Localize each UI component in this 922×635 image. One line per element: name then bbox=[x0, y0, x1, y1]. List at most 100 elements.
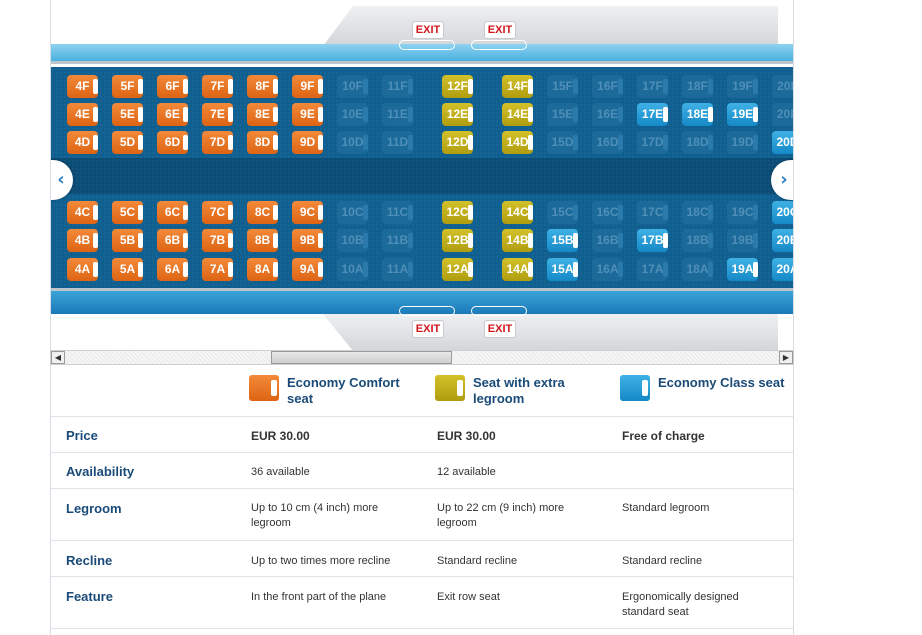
seat-15d: 15D bbox=[547, 131, 578, 154]
legend-economy-class: Economy Class seat bbox=[658, 375, 785, 390]
seat-6f[interactable]: 6F bbox=[157, 75, 188, 98]
seat-6a[interactable]: 6A bbox=[157, 258, 188, 281]
seat-9f[interactable]: 9F bbox=[292, 75, 323, 98]
seat-20f: 20F bbox=[772, 75, 793, 98]
seat-14c[interactable]: 14C bbox=[502, 201, 533, 224]
seat-15a[interactable]: 15A bbox=[547, 258, 578, 281]
seat-10d: 10D bbox=[337, 131, 368, 154]
seat-4e[interactable]: 4E bbox=[67, 103, 98, 126]
scroll-right-button[interactable]: ▶ bbox=[779, 351, 793, 364]
wing-top bbox=[323, 6, 778, 46]
seat-16c: 16C bbox=[592, 201, 623, 224]
seat-4b[interactable]: 4B bbox=[67, 229, 98, 252]
seat-19c: 19C bbox=[727, 201, 758, 224]
seat-12b[interactable]: 12B bbox=[442, 229, 473, 252]
row-label-availability: Availability bbox=[66, 464, 135, 479]
seat-10a: 10A bbox=[337, 258, 368, 281]
seat-6c[interactable]: 6C bbox=[157, 201, 188, 224]
seat-17e[interactable]: 17E bbox=[637, 103, 668, 126]
seat-8a[interactable]: 8A bbox=[247, 258, 278, 281]
seat-17c: 17C bbox=[637, 201, 668, 224]
seat-11f: 11F bbox=[382, 75, 413, 98]
seat-7b[interactable]: 7B bbox=[202, 229, 233, 252]
seat-20b[interactable]: 20B bbox=[772, 229, 793, 252]
seat-5e[interactable]: 5E bbox=[112, 103, 143, 126]
seat-17f: 17F bbox=[637, 75, 668, 98]
seat-5d[interactable]: 5D bbox=[112, 131, 143, 154]
seat-6e[interactable]: 6E bbox=[157, 103, 188, 126]
seat-11b: 11B bbox=[382, 229, 413, 252]
table-row-recline: Recline Up to two times more recline Sta… bbox=[51, 541, 793, 577]
seat-7e[interactable]: 7E bbox=[202, 103, 233, 126]
seat-4f[interactable]: 4F bbox=[67, 75, 98, 98]
seat-12f[interactable]: 12F bbox=[442, 75, 473, 98]
availability-extra-legroom: 12 available bbox=[437, 466, 496, 478]
exit-door-marker bbox=[471, 306, 527, 316]
horizontal-scrollbar[interactable]: ◀ ▶ bbox=[50, 350, 794, 365]
seat-9e[interactable]: 9E bbox=[292, 103, 323, 126]
seat-15f: 15F bbox=[547, 75, 578, 98]
seat-20d[interactable]: 20D bbox=[772, 131, 793, 154]
seat-6d[interactable]: 6D bbox=[157, 131, 188, 154]
seat-5b[interactable]: 5B bbox=[112, 229, 143, 252]
seat-7f[interactable]: 7F bbox=[202, 75, 233, 98]
seat-8c[interactable]: 8C bbox=[247, 201, 278, 224]
seat-11c: 11C bbox=[382, 201, 413, 224]
scroll-left-button[interactable]: ◀ bbox=[51, 351, 65, 364]
seat-20c[interactable]: 20C bbox=[772, 201, 793, 224]
seat-14f[interactable]: 14F bbox=[502, 75, 533, 98]
seat-9d[interactable]: 9D bbox=[292, 131, 323, 154]
seat-4d[interactable]: 4D bbox=[67, 131, 98, 154]
seat-19b: 19B bbox=[727, 229, 758, 252]
seat-7d[interactable]: 7D bbox=[202, 131, 233, 154]
seat-9a[interactable]: 9A bbox=[292, 258, 323, 281]
seat-18f: 18F bbox=[682, 75, 713, 98]
seat-7c[interactable]: 7C bbox=[202, 201, 233, 224]
exit-door-marker bbox=[399, 306, 455, 316]
economy-comfort-seat-icon bbox=[249, 375, 279, 401]
seat-4a[interactable]: 4A bbox=[67, 258, 98, 281]
seat-17d: 17D bbox=[637, 131, 668, 154]
seat-19f: 19F bbox=[727, 75, 758, 98]
seat-6b[interactable]: 6B bbox=[157, 229, 188, 252]
extra-legroom-seat-icon bbox=[435, 375, 465, 401]
fuselage-bottom bbox=[51, 288, 793, 314]
seat-5c[interactable]: 5C bbox=[112, 201, 143, 224]
seat-14d[interactable]: 14D bbox=[502, 131, 533, 154]
seat-12a[interactable]: 12A bbox=[442, 258, 473, 281]
seat-14e[interactable]: 14E bbox=[502, 103, 533, 126]
seat-11e: 11E bbox=[382, 103, 413, 126]
seat-17b[interactable]: 17B bbox=[637, 229, 668, 252]
table-row-price: Price EUR 30.00 EUR 30.00 Free of charge bbox=[51, 417, 793, 453]
seat-8b[interactable]: 8B bbox=[247, 229, 278, 252]
seat-4c[interactable]: 4C bbox=[67, 201, 98, 224]
recline-economy-class: Standard recline bbox=[622, 555, 703, 567]
seat-12d[interactable]: 12D bbox=[442, 131, 473, 154]
chevron-right-icon[interactable]: › bbox=[771, 160, 793, 200]
seat-12e[interactable]: 12E bbox=[442, 103, 473, 126]
seat-14a[interactable]: 14A bbox=[502, 258, 533, 281]
seat-15b[interactable]: 15B bbox=[547, 229, 578, 252]
row-label-feature: Feature bbox=[66, 589, 113, 604]
seat-18e[interactable]: 18E bbox=[682, 103, 713, 126]
seat-5f[interactable]: 5F bbox=[112, 75, 143, 98]
seat-8e[interactable]: 8E bbox=[247, 103, 278, 126]
seat-8f[interactable]: 8F bbox=[247, 75, 278, 98]
seat-14b[interactable]: 14B bbox=[502, 229, 533, 252]
seat-9b[interactable]: 9B bbox=[292, 229, 323, 252]
seat-12c[interactable]: 12C bbox=[442, 201, 473, 224]
seat-7a[interactable]: 7A bbox=[202, 258, 233, 281]
recline-economy-comfort: Up to two times more recline bbox=[251, 555, 391, 567]
seat-9c[interactable]: 9C bbox=[292, 201, 323, 224]
seat-20a[interactable]: 20A bbox=[772, 258, 793, 281]
seat-18d: 18D bbox=[682, 131, 713, 154]
seat-19e[interactable]: 19E bbox=[727, 103, 758, 126]
seat-5a[interactable]: 5A bbox=[112, 258, 143, 281]
scrollbar-thumb[interactable] bbox=[271, 351, 452, 364]
seat-8d[interactable]: 8D bbox=[247, 131, 278, 154]
seat-10b: 10B bbox=[337, 229, 368, 252]
seat-map: EXIT EXIT EXIT EXIT 4F 4E 4D 4C 4B 4A 5F 5E 5D 5C… bbox=[50, 0, 794, 365]
legend-row: Economy Comfort seat Seat with extra leg… bbox=[51, 365, 793, 417]
seat-19a[interactable]: 19A bbox=[727, 258, 758, 281]
chevron-left-icon[interactable]: ‹ bbox=[51, 160, 73, 200]
